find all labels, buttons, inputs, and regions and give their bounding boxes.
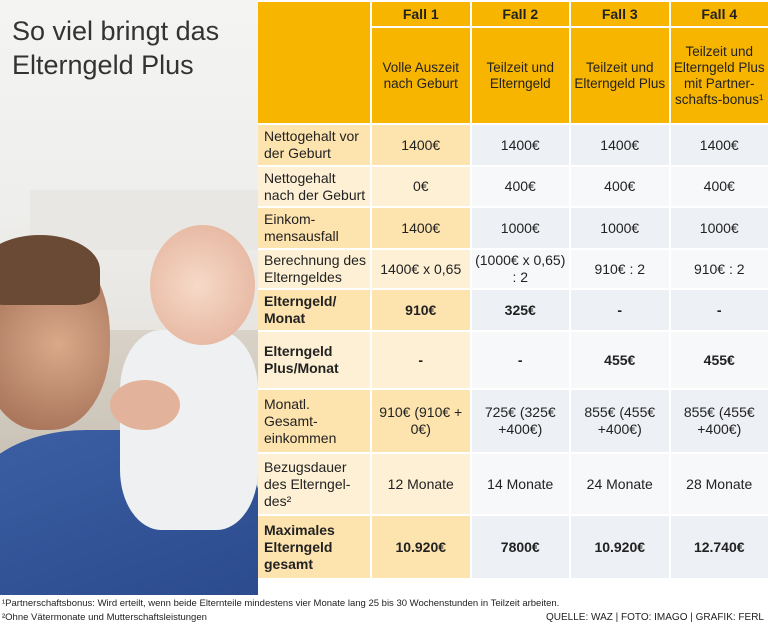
table-cell: 10.920€ [571,516,669,578]
table-cell: 14 Monate [471,454,569,514]
table-cell: 1400€ x 0,65 [372,250,470,288]
case-header: Fall 4 [670,2,768,26]
row-label: Bezugsdauer des Elterngel-des² [258,454,370,514]
table-cell: 24 Monate [571,454,669,514]
table-cell: 1400€ [471,125,569,165]
case-description: Teilzeit und Elterngeld Plus mit Partner… [670,28,768,123]
table-cell: 12 Monate [372,454,470,514]
corner-cell [258,2,370,123]
table-cell: 1400€ [372,125,470,165]
row-label: Elterngeld Plus/Monat [258,332,370,388]
table-row: Nettogehalt nach der Geburt 0€ 400€ 400€ 400… [258,167,768,206]
table-cell: 910€ : 2 [571,250,669,288]
title-line-2: Elterngeld Plus [12,50,194,80]
table-cell: 12.740€ [670,516,768,578]
table-cell: - [670,290,768,330]
table-cell: 1400€ [372,208,470,248]
table-row: Berechnung des Elterngeldes 1400€ x 0,65(… [258,250,768,288]
table-cell: 400€ [670,167,768,206]
table-cell: 400€ [571,167,669,206]
table-row: Monatl. Gesamt-einkommen 910€ (910€ + 0€)… [258,390,768,452]
table-cell: - [571,290,669,330]
row-label: Nettogehalt nach der Geburt [258,167,370,206]
elterngeld-table: Fall 1 Fall 2 Fall 3 Fall 4 Volle Auszei… [256,0,768,580]
row-label: Monatl. Gesamt-einkommen [258,390,370,452]
table-cell: 855€ (455€ +400€) [571,390,669,452]
footnote-1: ¹Partnerschaftsbonus: Wird erteilt, wenn… [2,598,560,609]
case-description: Teilzeit und Elterngeld Plus [571,28,669,123]
table-cell: (1000€ x 0,65) : 2 [471,250,569,288]
table-cell: 10.920€ [372,516,470,578]
table-cell: 28 Monate [670,454,768,514]
page-title: So viel bringt das Elterngeld Plus [12,14,219,82]
case-description: Teilzeit und Elterngeld [471,28,569,123]
case-header: Fall 1 [372,2,470,26]
table-cell: 1400€ [670,125,768,165]
table-row: Bezugsdauer des Elterngel-des² 12 Monate 1… [258,454,768,514]
table-row: Maximales Elterngeld gesamt 10.920€ 7800€ 1… [258,516,768,578]
row-label: Berechnung des Elterngeldes [258,250,370,288]
row-label: Nettogehalt vor der Geburt [258,125,370,165]
table-cell: 0€ [372,167,470,206]
table-row: Einkom-mensausfall 1400€ 1000€ 1000€ 1000€ [258,208,768,248]
table-cell: 455€ [670,332,768,388]
table-cell: 1000€ [571,208,669,248]
table-cell: - [372,332,470,388]
row-label: Elterngeld/ Monat [258,290,370,330]
case-header: Fall 3 [571,2,669,26]
source-credit: QUELLE: WAZ | FOTO: IMAGO | GRAFIK: FERL [545,612,764,623]
row-label: Einkom-mensausfall [258,208,370,248]
table-row: Nettogehalt vor der Geburt 1400€ 1400€ 1400… [258,125,768,165]
table-cell: 910€ : 2 [670,250,768,288]
table-cell: - [471,332,569,388]
table-row: Elterngeld Plus/Monat - -455€ 455€ [258,332,768,388]
footnote-2: ²Ohne Vätermonate und Mutterschaftsleist… [2,612,207,623]
table-cell: 1400€ [571,125,669,165]
table-cell: 400€ [471,167,569,206]
title-line-1: So viel bringt das [12,16,220,46]
table-cell: 725€ (325€ +400€) [471,390,569,452]
table-cell: 910€ [372,290,470,330]
table-cell: 910€ (910€ + 0€) [372,390,470,452]
table-cell: 325€ [471,290,569,330]
table-row: Elterngeld/ Monat 910€ 325€ - - [258,290,768,330]
table-cell: 7800€ [471,516,569,578]
table-cell: 855€ (455€ +400€) [670,390,768,452]
table-cell: 1000€ [670,208,768,248]
table-cell: 455€ [571,332,669,388]
table-cell: 1000€ [471,208,569,248]
case-description: Volle Auszeit nach Geburt [372,28,470,123]
case-header: Fall 2 [471,2,569,26]
father-baby-photo [0,0,258,595]
row-label: Maximales Elterngeld gesamt [258,516,370,578]
